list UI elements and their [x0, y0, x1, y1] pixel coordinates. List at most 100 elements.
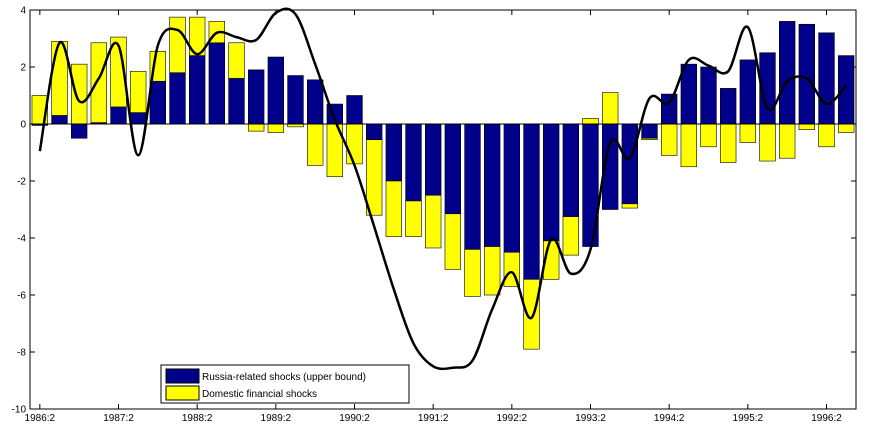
x-tick-label: 1993:2	[575, 413, 606, 424]
bar-domestic	[424, 194, 442, 249]
y-tick-label: 2	[20, 63, 26, 74]
x-tick-label: 1996:2	[811, 413, 842, 424]
y-tick-label: -2	[17, 177, 26, 188]
series-line	[38, 7, 848, 371]
bar-russia	[739, 59, 757, 125]
bar-domestic	[248, 123, 265, 132]
x-tick-label: 1991:2	[418, 413, 449, 424]
y-tick-label: -8	[17, 348, 26, 359]
bar-russia	[287, 75, 304, 125]
bar-russia	[306, 79, 324, 125]
bar-domestic	[739, 123, 757, 143]
bar-russia	[189, 55, 206, 125]
bar-domestic	[71, 63, 88, 125]
bar-russia	[523, 123, 540, 280]
legend-box	[160, 364, 410, 404]
bar-domestic	[582, 118, 599, 125]
x-tick-label: 1988:2	[182, 413, 213, 424]
domestic-bars	[31, 16, 855, 350]
bar-domestic	[169, 16, 186, 74]
legend-label-russia: Russia-related shocks (upper bound)	[202, 372, 366, 383]
bar-domestic	[759, 123, 776, 162]
bar-russia	[562, 123, 580, 217]
bar-russia	[385, 123, 403, 182]
bar-domestic	[444, 213, 462, 270]
bar-russia	[51, 115, 68, 125]
bar-domestic	[464, 249, 481, 297]
bar-russia	[208, 42, 225, 125]
legend-swatch-domestic	[165, 385, 200, 401]
x-tick-label: 1992:2	[497, 413, 528, 424]
bar-domestic	[90, 42, 108, 123]
bar-russia	[228, 78, 245, 125]
bar-russia	[503, 123, 521, 253]
y-tick-label: 0	[20, 120, 26, 131]
x-axis: 1986:2 1987:2 1988:2 1989:2 1990:2 1991:2 1992…	[25, 10, 842, 424]
bar-russia	[798, 23, 816, 125]
x-tick-label: 1987:2	[103, 413, 134, 424]
y-tick-label: -6	[17, 291, 26, 302]
bar-russia	[542, 123, 560, 242]
bar-russia	[130, 112, 147, 125]
bar-domestic	[837, 123, 855, 133]
bar-domestic	[365, 139, 383, 216]
bar-russia	[837, 55, 855, 125]
bar-russia	[464, 123, 481, 250]
bar-domestic	[523, 279, 540, 350]
bar-russia	[346, 95, 363, 125]
bar-russia	[719, 88, 737, 125]
bar-domestic	[189, 16, 206, 56]
bar-domestic	[110, 36, 127, 108]
bar-russia	[424, 123, 442, 196]
bar-domestic	[346, 123, 363, 165]
x-tick-label: 1995:2	[733, 413, 764, 424]
bar-russia	[641, 123, 658, 139]
bar-domestic	[778, 123, 796, 159]
bar-domestic	[405, 200, 422, 237]
bar-domestic	[660, 123, 678, 156]
bar-russia	[778, 21, 796, 125]
bar-russia	[365, 123, 383, 140]
legend: Russia-related shocks (upper bound) Dome…	[160, 364, 410, 404]
x-tick-label: 1989:2	[261, 413, 292, 424]
bar-domestic	[385, 180, 403, 237]
bar-domestic	[306, 123, 324, 166]
y-axis: -10 -8 -6 -4 -2 0 2 4	[12, 6, 856, 416]
bar-domestic	[700, 123, 717, 148]
bar-domestic	[798, 123, 816, 130]
bar-domestic	[130, 70, 147, 113]
bar-domestic	[228, 42, 245, 79]
bar-russia	[248, 69, 265, 125]
x-tick-label: 1994:2	[654, 413, 685, 424]
y-tick-label: 4	[20, 6, 26, 17]
y-tick-label: -4	[17, 234, 26, 245]
bar-domestic	[562, 216, 580, 256]
bar-domestic	[818, 123, 835, 148]
bar-domestic	[601, 92, 619, 125]
bar-russia	[621, 123, 639, 205]
bar-domestic	[719, 123, 737, 163]
bar-domestic	[267, 123, 285, 133]
plot-frame	[29, 9, 857, 410]
bar-russia	[110, 106, 127, 125]
legend-swatch-russia	[165, 368, 200, 384]
bar-russia	[818, 32, 835, 125]
x-tick-label: 1986:2	[25, 413, 56, 424]
y-tick-label: -10	[12, 405, 27, 416]
bar-domestic	[621, 203, 639, 209]
bar-domestic	[483, 246, 501, 296]
bar-domestic	[641, 137, 658, 140]
bar-russia	[444, 123, 462, 215]
legend-label-domestic: Domestic financial shocks	[202, 389, 317, 400]
bar-russia	[149, 80, 166, 125]
bar-russia	[483, 123, 501, 247]
bar-russia	[71, 123, 88, 139]
bar-russia	[660, 93, 678, 125]
x-tick-label: 1990:2	[339, 413, 370, 424]
bar-russia	[267, 56, 285, 125]
bar-russia	[405, 123, 422, 202]
bar-domestic	[680, 123, 698, 168]
bar-russia	[700, 66, 717, 125]
bar-russia	[169, 72, 186, 125]
